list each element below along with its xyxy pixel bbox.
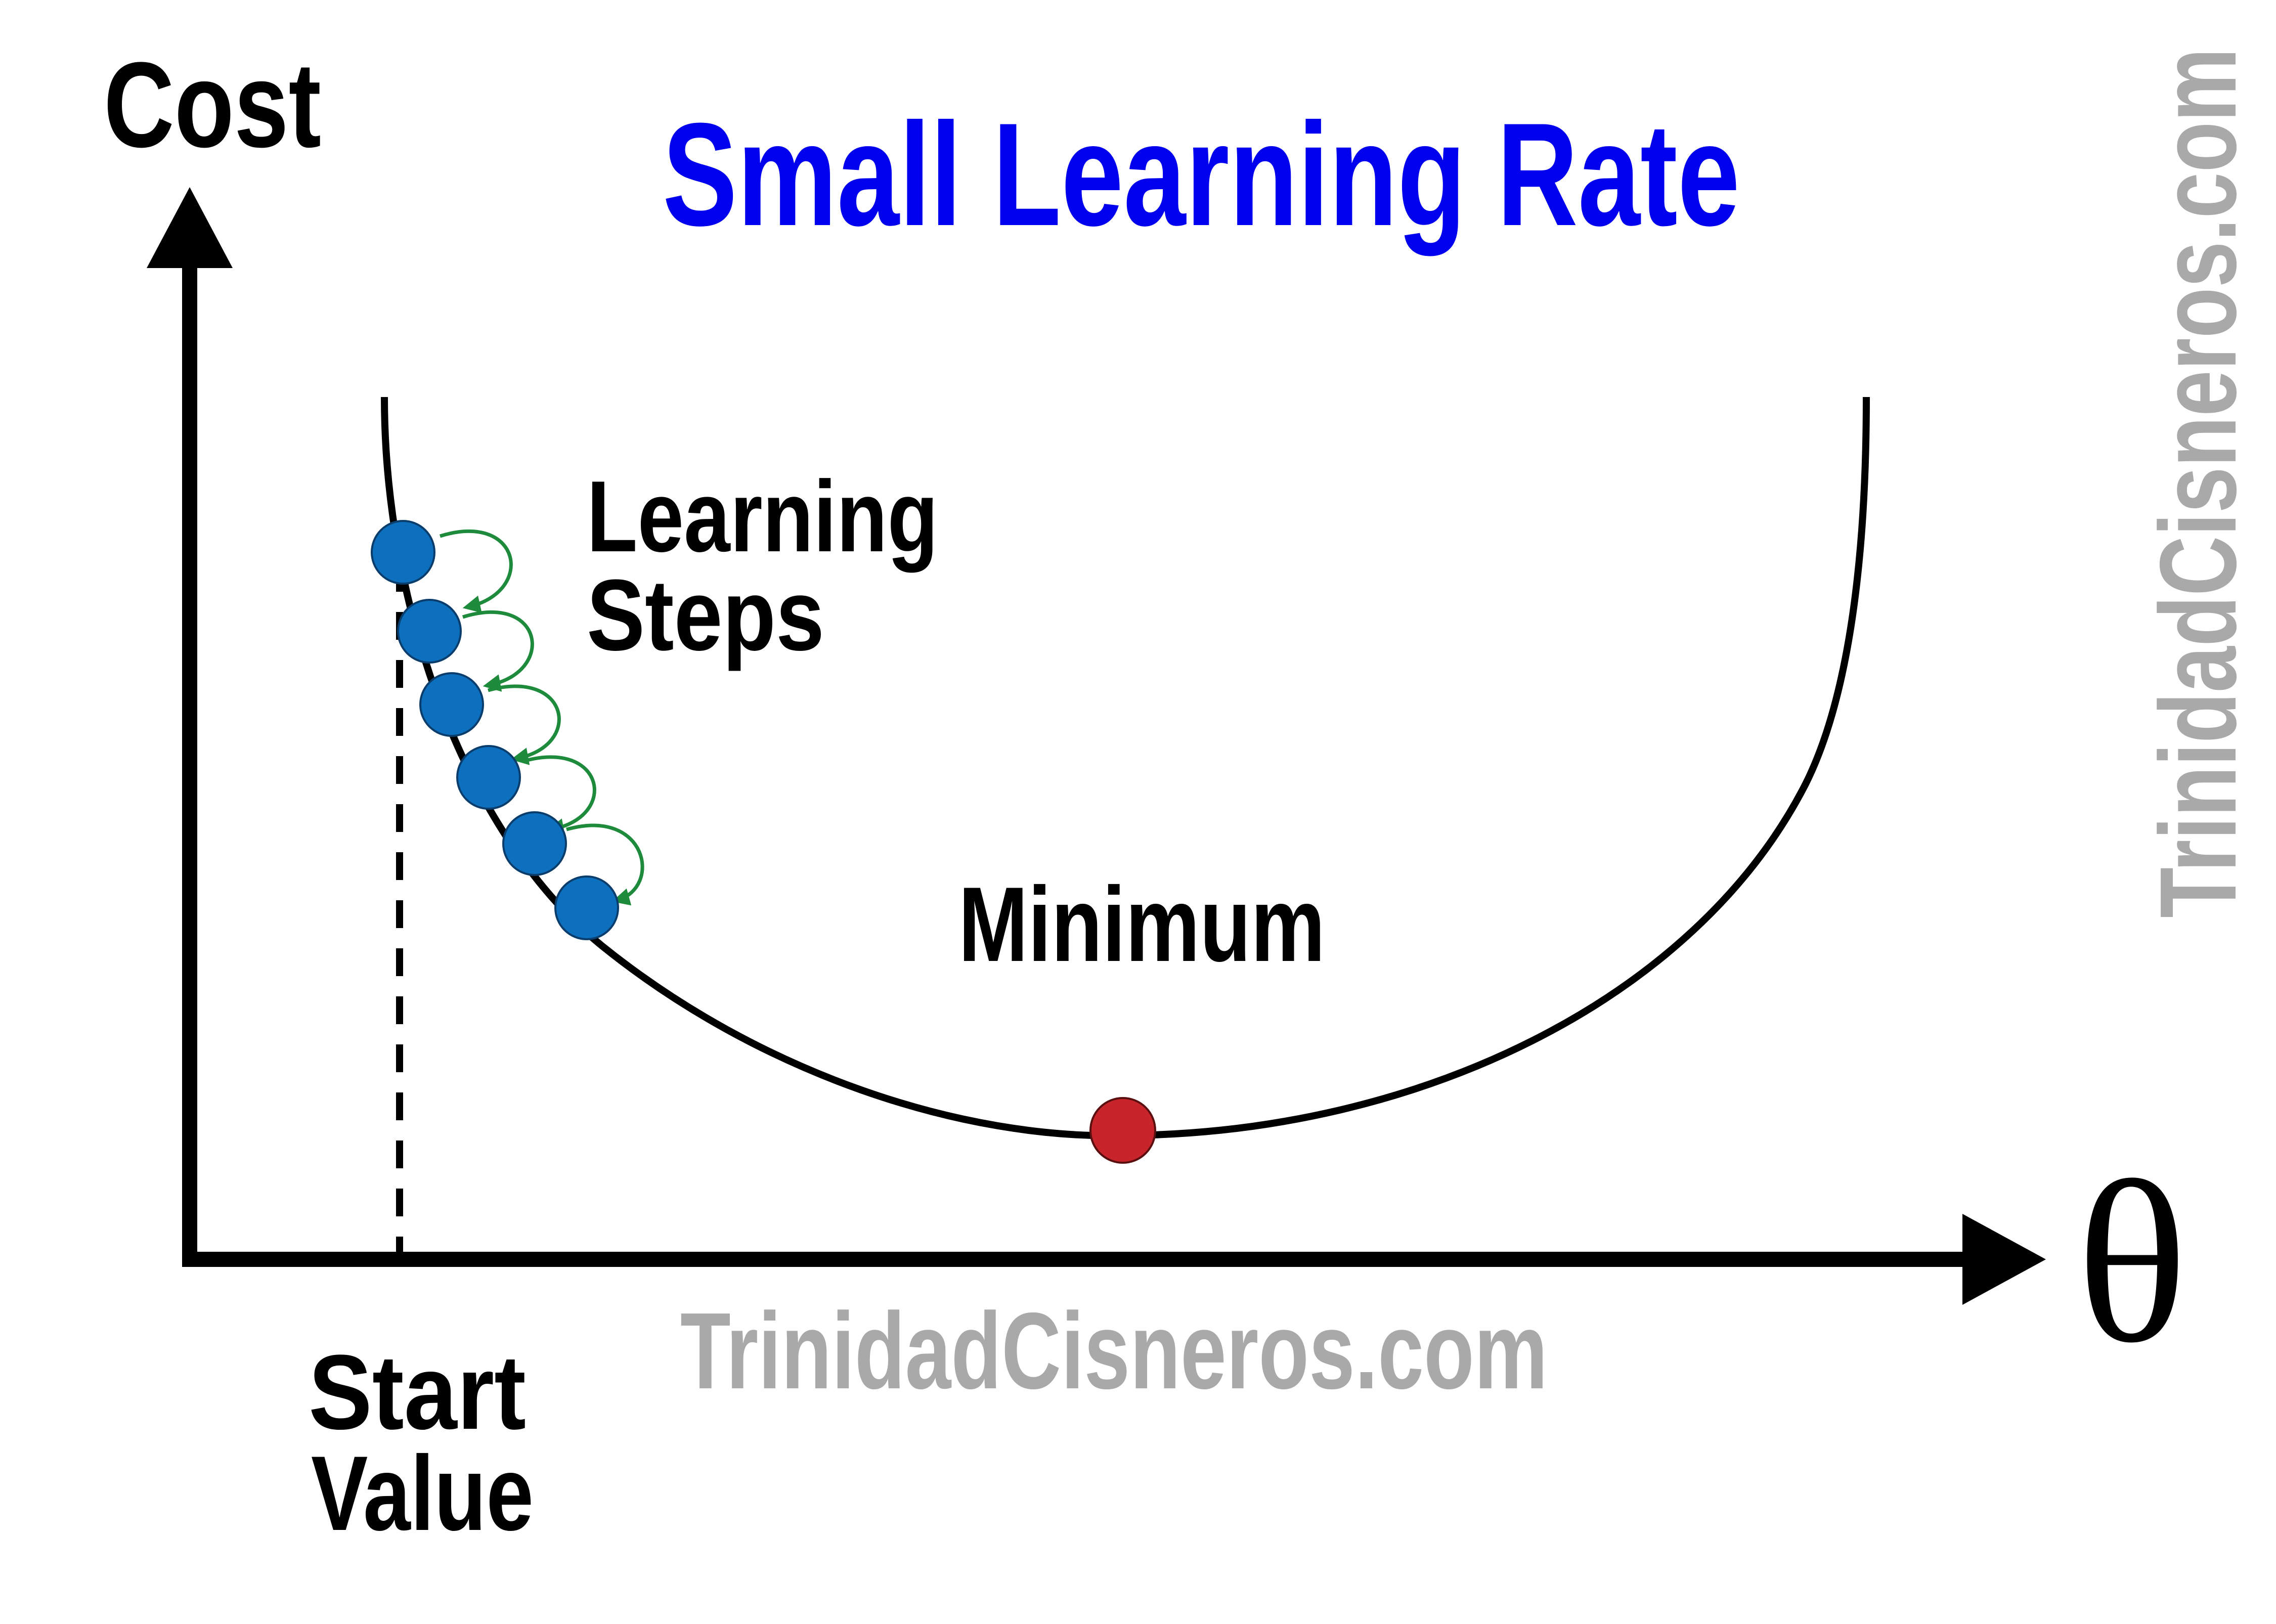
learning-step-arrows — [439, 529, 644, 906]
x-axis-arrowhead — [1962, 1214, 2046, 1305]
learning-steps-label-line2: Steps — [587, 559, 824, 672]
step-arrow-3 — [488, 684, 561, 765]
minimum-point — [1089, 1097, 1156, 1164]
learning-steps-label-line1: Learning — [587, 460, 938, 573]
step-point-5 — [502, 811, 567, 876]
diagram-title: Small Learning Rate — [663, 93, 1740, 257]
step-arrow-1 — [439, 529, 513, 613]
step-arrow-2 — [462, 610, 534, 692]
step-point-6 — [554, 875, 619, 940]
step-point-4 — [456, 745, 521, 810]
learning-step-points — [371, 520, 619, 940]
step-point-1 — [371, 520, 435, 585]
minimum-label: Minimum — [958, 865, 1325, 984]
start-value-label-line2: Value — [311, 1434, 534, 1553]
x-axis-label: θ — [2076, 1133, 2187, 1391]
step-point-2 — [397, 599, 462, 664]
step-arrow-4 — [523, 755, 596, 836]
step-point-3 — [419, 672, 484, 737]
step-arrow-5 — [566, 823, 644, 906]
start-value-label-line1: Start — [309, 1333, 526, 1452]
y-axis-label: Cost — [104, 37, 321, 172]
watermark-bottom: TrinidadCisneros.com — [680, 1290, 1548, 1412]
y-axis-arrowhead — [147, 187, 233, 268]
watermark-side: TrinidadCisneros.com — [2137, 48, 2259, 918]
